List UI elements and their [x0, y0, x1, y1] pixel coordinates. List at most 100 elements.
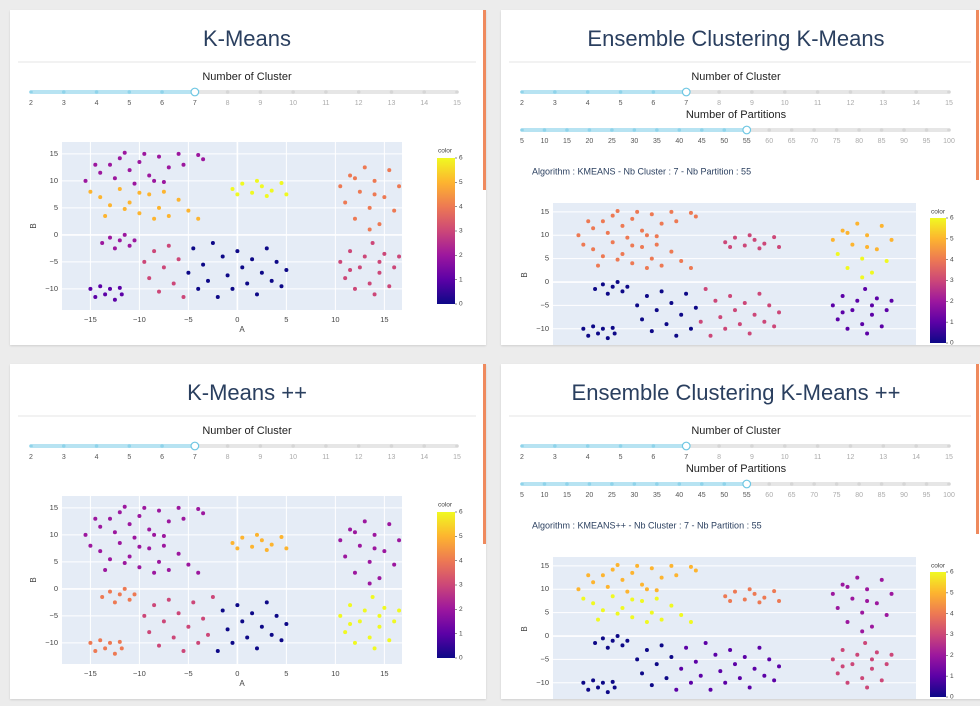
- slider-track-fill[interactable]: [522, 444, 687, 448]
- slider-mark-label[interactable]: 10: [541, 492, 549, 499]
- slider-mark-label[interactable]: 5: [619, 454, 623, 461]
- slider-mark-label[interactable]: 45: [698, 138, 706, 145]
- slider-mark-label[interactable]: 10: [781, 454, 789, 461]
- slider-mark-label[interactable]: 10: [289, 100, 297, 107]
- slider-mark-label[interactable]: 3: [553, 454, 557, 461]
- slider-mark-label[interactable]: 8: [226, 454, 230, 461]
- slider-mark-label[interactable]: 30: [630, 138, 638, 145]
- slider-mark-label[interactable]: 5: [127, 454, 131, 461]
- slider-mark-label[interactable]: 75: [833, 492, 841, 499]
- slider-mark-label[interactable]: 85: [878, 492, 886, 499]
- slider-mark-label[interactable]: 10: [289, 454, 297, 461]
- slider-mark-label[interactable]: 30: [630, 492, 638, 499]
- slider-mark-label[interactable]: 7: [193, 100, 197, 107]
- slider-mark-label[interactable]: 6: [651, 100, 655, 107]
- slider-mark-label[interactable]: 2: [520, 454, 524, 461]
- slider-mark-label[interactable]: 13: [388, 454, 396, 461]
- slider-mark-label[interactable]: 12: [847, 454, 855, 461]
- slider-mark-label[interactable]: 90: [900, 138, 908, 145]
- slider-mark-label[interactable]: 5: [520, 138, 524, 145]
- slider-mark-label[interactable]: 90: [900, 492, 908, 499]
- slider-mark-label[interactable]: 11: [322, 454, 329, 461]
- slider-mark-label[interactable]: 15: [945, 454, 953, 461]
- slider-mark-label[interactable]: 20: [586, 492, 594, 499]
- slider-mark-label[interactable]: 2: [520, 100, 524, 107]
- slider-mark-label[interactable]: 25: [608, 138, 616, 145]
- slider-mark-label[interactable]: 65: [788, 138, 796, 145]
- slider-mark-label[interactable]: 3: [553, 100, 557, 107]
- slider-mark-label[interactable]: 14: [912, 100, 920, 107]
- slider-mark-label[interactable]: 4: [95, 454, 99, 461]
- slider-mark-label[interactable]: 15: [945, 100, 953, 107]
- slider-mark-label[interactable]: 40: [675, 492, 683, 499]
- slider-mark-label[interactable]: 70: [810, 492, 818, 499]
- slider-mark-label[interactable]: 80: [855, 138, 863, 145]
- slider-mark-label[interactable]: 60: [765, 138, 773, 145]
- slider-mark-label[interactable]: 12: [847, 100, 855, 107]
- slider-mark-label[interactable]: 55: [743, 138, 751, 145]
- slider-track-fill[interactable]: [31, 90, 195, 94]
- slider-mark-label[interactable]: 7: [684, 454, 688, 461]
- slider-mark-label[interactable]: 11: [322, 100, 329, 107]
- slider-mark-label[interactable]: 50: [720, 138, 728, 145]
- slider-mark-label[interactable]: 3: [62, 100, 66, 107]
- slider-mark-label[interactable]: 6: [160, 100, 164, 107]
- slider-mark-label[interactable]: 100: [943, 138, 955, 145]
- slider-mark-label[interactable]: 50: [720, 492, 728, 499]
- slider-mark-label[interactable]: 60: [765, 492, 773, 499]
- slider-mark-label[interactable]: 8: [226, 100, 230, 107]
- slider-mark-label[interactable]: 9: [258, 100, 262, 107]
- slider-mark-label[interactable]: 7: [193, 454, 197, 461]
- slider-mark-label[interactable]: 11: [814, 454, 821, 461]
- slider-mark-label[interactable]: 7: [684, 100, 688, 107]
- slider-mark-label[interactable]: 15: [453, 454, 461, 461]
- slider-mark-label[interactable]: 13: [879, 100, 887, 107]
- slider-mark-label[interactable]: 6: [651, 454, 655, 461]
- slider-mark-label[interactable]: 9: [750, 100, 754, 107]
- slider-mark-label[interactable]: 35: [653, 492, 661, 499]
- slider-mark-label[interactable]: 15: [453, 100, 461, 107]
- slider-mark-label[interactable]: 2: [29, 454, 33, 461]
- slider-mark-label[interactable]: 45: [698, 492, 706, 499]
- slider-mark-label[interactable]: 6: [160, 454, 164, 461]
- slider-mark-label[interactable]: 75: [833, 138, 841, 145]
- slider-mark-label[interactable]: 13: [388, 100, 396, 107]
- slider-mark-label[interactable]: 40: [675, 138, 683, 145]
- slider-mark-label[interactable]: 14: [912, 454, 920, 461]
- slider-mark-label[interactable]: 12: [355, 100, 363, 107]
- slider-mark-label[interactable]: 2: [29, 100, 33, 107]
- slider-mark-label[interactable]: 85: [878, 138, 886, 145]
- slider-mark-label[interactable]: 11: [814, 100, 821, 107]
- slider-mark-label[interactable]: 95: [923, 138, 931, 145]
- slider-mark-label[interactable]: 20: [586, 138, 594, 145]
- slider-mark-label[interactable]: 8: [717, 100, 721, 107]
- slider-handle[interactable]: [681, 441, 691, 451]
- slider-handle[interactable]: [742, 125, 752, 135]
- slider-mark-label[interactable]: 14: [420, 454, 428, 461]
- slider-mark-label[interactable]: 5: [520, 492, 524, 499]
- slider-mark-label[interactable]: 55: [743, 492, 751, 499]
- slider-mark-label[interactable]: 5: [619, 100, 623, 107]
- slider-mark-label[interactable]: 4: [95, 100, 99, 107]
- slider-mark-label[interactable]: 4: [586, 100, 590, 107]
- slider-mark-label[interactable]: 100: [943, 492, 955, 499]
- slider-mark-label[interactable]: 5: [127, 100, 131, 107]
- slider-mark-label[interactable]: 15: [563, 492, 571, 499]
- slider-mark-label[interactable]: 9: [750, 454, 754, 461]
- slider-mark-label[interactable]: 70: [810, 138, 818, 145]
- slider-mark-label[interactable]: 9: [258, 454, 262, 461]
- slider-mark-label[interactable]: 25: [608, 492, 616, 499]
- slider-mark-label[interactable]: 15: [563, 138, 571, 145]
- slider-track-fill[interactable]: [31, 444, 195, 448]
- slider-mark-label[interactable]: 95: [923, 492, 931, 499]
- slider-mark-label[interactable]: 10: [541, 138, 549, 145]
- slider-handle[interactable]: [190, 87, 200, 97]
- slider-mark-label[interactable]: 65: [788, 492, 796, 499]
- slider-mark-label[interactable]: 35: [653, 138, 661, 145]
- slider-handle[interactable]: [190, 441, 200, 451]
- slider-handle[interactable]: [681, 87, 691, 97]
- slider-mark-label[interactable]: 13: [879, 454, 887, 461]
- slider-mark-label[interactable]: 3: [62, 454, 66, 461]
- slider-mark-label[interactable]: 4: [586, 454, 590, 461]
- slider-mark-label[interactable]: 10: [781, 100, 789, 107]
